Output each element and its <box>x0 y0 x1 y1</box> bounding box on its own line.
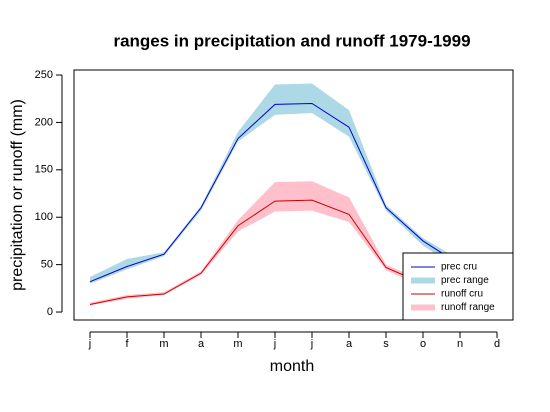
x-tick-label: f <box>125 338 129 350</box>
x-axis-title: month <box>270 358 314 375</box>
y-tick-label: 150 <box>35 164 53 176</box>
x-tick-label: s <box>383 338 389 350</box>
x-tick-label: j <box>310 338 313 350</box>
x-tick-label: j <box>88 338 91 350</box>
x-tick-label: m <box>233 338 242 350</box>
legend: prec cru prec range runoff cru runoff range <box>402 252 514 321</box>
line <box>89 102 498 283</box>
legend-label: prec range <box>441 275 489 286</box>
y-tick-label: 100 <box>35 211 53 223</box>
x-tick-label: a <box>346 338 353 350</box>
y-tick-label: 250 <box>35 69 53 81</box>
y-tick-label: 0 <box>47 306 53 318</box>
legend-label: prec cru <box>441 262 477 273</box>
x-tick-label: m <box>159 338 168 350</box>
x-tick-label: n <box>457 338 463 350</box>
x-tick-label: a <box>198 338 205 350</box>
x-tick-label: o <box>420 338 426 350</box>
legend-label: runoff cru <box>441 289 483 300</box>
y-tick-label: 200 <box>35 116 53 128</box>
legend-label: runoff range <box>441 302 495 313</box>
plot-frame <box>73 69 514 321</box>
chart-title: ranges in precipitation and runoff 1979-… <box>113 31 470 50</box>
y-tick-label: 50 <box>41 259 53 271</box>
x-tick-label: j <box>273 338 276 350</box>
y-axis-title: precipitation or runoff (mm) <box>9 99 26 291</box>
x-tick-label: d <box>494 338 500 350</box>
range-band <box>90 181 497 306</box>
